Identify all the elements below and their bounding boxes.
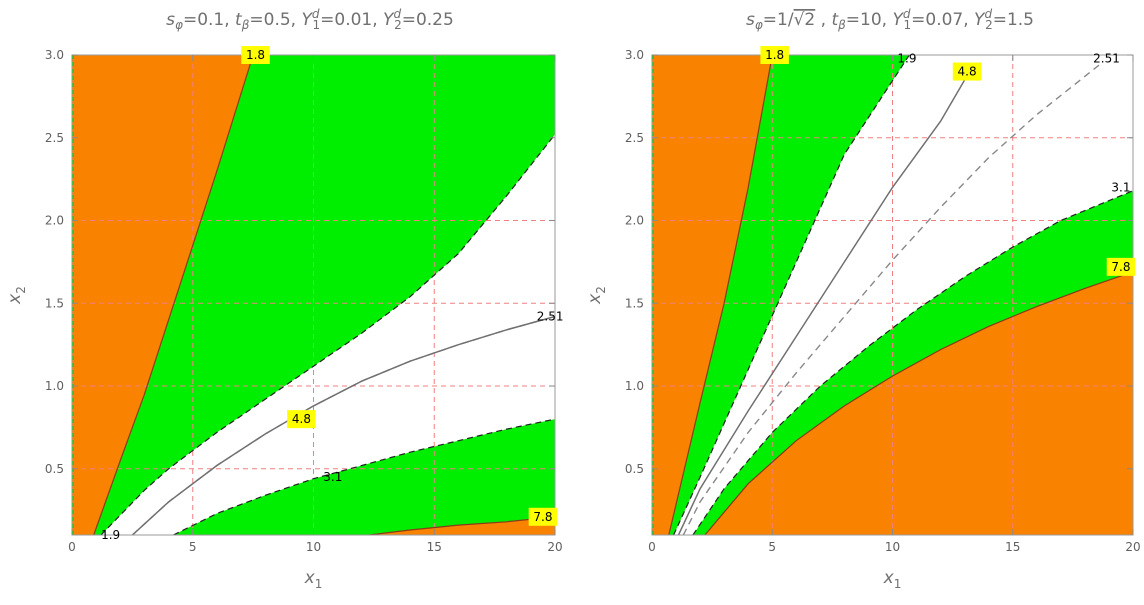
orange-region-bottom-right bbox=[369, 516, 555, 535]
x-tick-label: 20 bbox=[547, 540, 562, 554]
y-axis-label: x2 bbox=[5, 286, 28, 305]
y-tick-label: 1.5 bbox=[45, 296, 64, 310]
y-tick-label: 0.5 bbox=[625, 462, 644, 476]
svg-text:1.8: 1.8 bbox=[765, 48, 784, 62]
y-tick-label: 1.0 bbox=[45, 379, 64, 393]
x-tick-label: 0 bbox=[68, 540, 76, 554]
svg-text:1.8: 1.8 bbox=[246, 48, 265, 62]
panel-2-title: sφ=1/√2 , tβ=10, Yd 1=0.07, Yd 2=1.5 bbox=[746, 7, 1034, 32]
orange-region-bottom-right bbox=[704, 271, 1133, 535]
y-tick-label: 3.0 bbox=[45, 48, 64, 62]
plot-area bbox=[652, 55, 1133, 535]
contour-line-1-8 bbox=[668, 55, 773, 535]
green-region-lower bbox=[173, 419, 555, 535]
y-tick-label: 1.0 bbox=[625, 379, 644, 393]
contour-label-3-1: 3.1 bbox=[1111, 180, 1130, 194]
contour-line-1-8 bbox=[93, 55, 254, 535]
green-region-upper bbox=[93, 55, 555, 535]
contour-label-2-51: 2.51 bbox=[537, 310, 564, 324]
contour-label-4-8: 4.8 bbox=[287, 410, 316, 429]
green-region-lower bbox=[692, 190, 1133, 535]
x-tick-label: 15 bbox=[1005, 540, 1020, 554]
y-tick-label: 3.0 bbox=[625, 48, 644, 62]
orange-region-top-left bbox=[652, 55, 773, 535]
svg-text:7.8: 7.8 bbox=[1111, 260, 1130, 274]
orange-region-top-left bbox=[72, 55, 254, 535]
x-tick-label: 15 bbox=[427, 540, 442, 554]
svg-text:2.51: 2.51 bbox=[537, 310, 564, 324]
contour-line-3-1 bbox=[692, 190, 1133, 535]
contour-line-7-8 bbox=[368, 516, 555, 535]
svg-text:1.9: 1.9 bbox=[897, 51, 916, 65]
svg-text:4.8: 4.8 bbox=[292, 412, 311, 426]
contour-label-1-8: 1.8 bbox=[241, 46, 270, 64]
contour-label-4-8: 4.8 bbox=[952, 62, 982, 81]
y-tick-label: 2.5 bbox=[625, 131, 644, 145]
svg-text:4.8: 4.8 bbox=[958, 65, 977, 79]
svg-text:3.1: 3.1 bbox=[1111, 180, 1130, 194]
panel-1-title: sφ=0.1, tβ=0.5, Yd 1=0.01, Yd 2=0.25 bbox=[166, 7, 454, 32]
svg-text:2.51: 2.51 bbox=[1093, 51, 1120, 65]
svg-text:1.9: 1.9 bbox=[101, 528, 120, 542]
x-tick-label: 5 bbox=[768, 540, 776, 554]
x-axis-label: x1 bbox=[304, 568, 323, 591]
contour-label-3-1: 3.1 bbox=[323, 470, 342, 484]
contour-line-1-9 bbox=[673, 55, 910, 535]
contour-label-1-9: 1.9 bbox=[897, 51, 916, 65]
contour-label-1-8: 1.8 bbox=[760, 46, 789, 64]
y-tick-label: 0.5 bbox=[45, 462, 64, 476]
y-tick-label: 2.5 bbox=[45, 131, 64, 145]
green-region-upper bbox=[668, 55, 910, 535]
contour-label-7-8: 7.8 bbox=[528, 507, 558, 526]
y-axis-label: x2 bbox=[585, 286, 608, 305]
y-tick-label: 2.0 bbox=[625, 214, 644, 228]
contour-line-1-9 bbox=[100, 134, 555, 535]
x-tick-label: 5 bbox=[189, 540, 197, 554]
contour-line-4-8 bbox=[131, 315, 555, 535]
contour-line-7-8 bbox=[704, 271, 1133, 535]
y-tick-label: 1.5 bbox=[625, 296, 644, 310]
x-tick-label: 20 bbox=[1125, 540, 1140, 554]
y-tick-label: 2.0 bbox=[45, 214, 64, 228]
x-axis-label: x1 bbox=[883, 568, 902, 591]
contour-label-1-9: 1.9 bbox=[101, 528, 120, 542]
contour-line-2-51 bbox=[682, 64, 1100, 535]
contour-line-3-1 bbox=[173, 418, 555, 535]
x-tick-label: 10 bbox=[306, 540, 321, 554]
contour-label-2-51: 2.51 bbox=[1093, 51, 1120, 65]
svg-text:7.8: 7.8 bbox=[533, 510, 552, 524]
svg-text:3.1: 3.1 bbox=[323, 470, 342, 484]
x-tick-label: 0 bbox=[648, 540, 656, 554]
x-tick-label: 10 bbox=[885, 540, 900, 554]
contour-line-4-8 bbox=[677, 71, 971, 535]
contour-panel-2: 0 5 10 15 20 0.5 1.0 1.5 2.0 2.5 3.0 x1 x2 1.8 1.9 4.8 2… bbox=[585, 46, 1141, 591]
contour-label-7-8: 7.8 bbox=[1106, 257, 1136, 276]
contour-panel-1: 0 5 10 15 20 0.5 1.0 1.5 2.0 2.5 3.0 x1 x2 1.8 1.9 2.51… bbox=[5, 46, 564, 591]
plot-area bbox=[72, 55, 555, 535]
